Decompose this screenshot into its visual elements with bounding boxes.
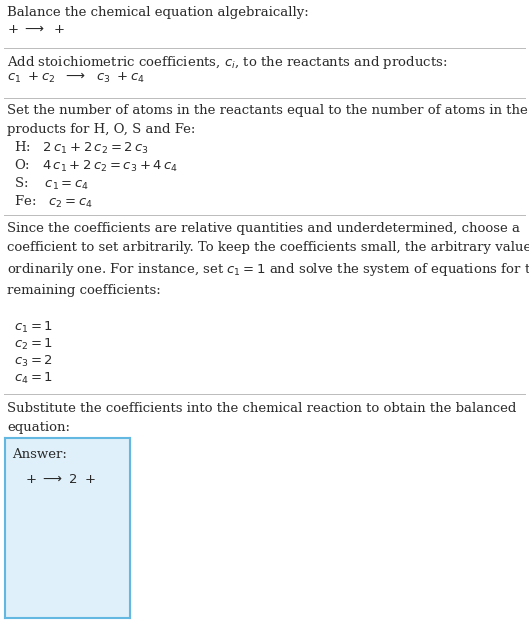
Text: H:$\quad 2\,c_1+2\,c_2=2\,c_3$: H:$\quad 2\,c_1+2\,c_2=2\,c_3$ bbox=[14, 140, 149, 156]
Text: S:$\quad\ c_1=c_4$: S:$\quad\ c_1=c_4$ bbox=[14, 176, 89, 192]
Text: Add stoichiometric coefficients, $c_i$, to the reactants and products:: Add stoichiometric coefficients, $c_i$, … bbox=[7, 54, 448, 71]
Text: $+\ \longrightarrow\ 2\ +$: $+\ \longrightarrow\ 2\ +$ bbox=[25, 473, 96, 486]
Text: Substitute the coefficients into the chemical reaction to obtain the balanced
eq: Substitute the coefficients into the che… bbox=[7, 402, 516, 434]
Text: O:$\quad 4\,c_1+2\,c_2=c_3+4\,c_4$: O:$\quad 4\,c_1+2\,c_2=c_3+4\,c_4$ bbox=[14, 158, 178, 174]
Text: $c_4=1$: $c_4=1$ bbox=[14, 371, 53, 386]
Text: $c_1\ +c_2\ \ \longrightarrow\ \ c_3\ +c_4$: $c_1\ +c_2\ \ \longrightarrow\ \ c_3\ +c… bbox=[7, 71, 145, 85]
Text: $c_3=2$: $c_3=2$ bbox=[14, 354, 53, 369]
Text: Since the coefficients are relative quantities and underdetermined, choose a
coe: Since the coefficients are relative quan… bbox=[7, 222, 529, 297]
Text: Set the number of atoms in the reactants equal to the number of atoms in the
pro: Set the number of atoms in the reactants… bbox=[7, 104, 528, 136]
Text: Answer:: Answer: bbox=[12, 448, 67, 461]
Text: Balance the chemical equation algebraically:: Balance the chemical equation algebraica… bbox=[7, 6, 309, 19]
Text: $c_2=1$: $c_2=1$ bbox=[14, 337, 53, 352]
Text: $+\ \longrightarrow\ +$: $+\ \longrightarrow\ +$ bbox=[7, 23, 65, 36]
Text: Fe:$\quad c_2=c_4$: Fe:$\quad c_2=c_4$ bbox=[14, 194, 93, 210]
Text: $c_1=1$: $c_1=1$ bbox=[14, 320, 53, 335]
